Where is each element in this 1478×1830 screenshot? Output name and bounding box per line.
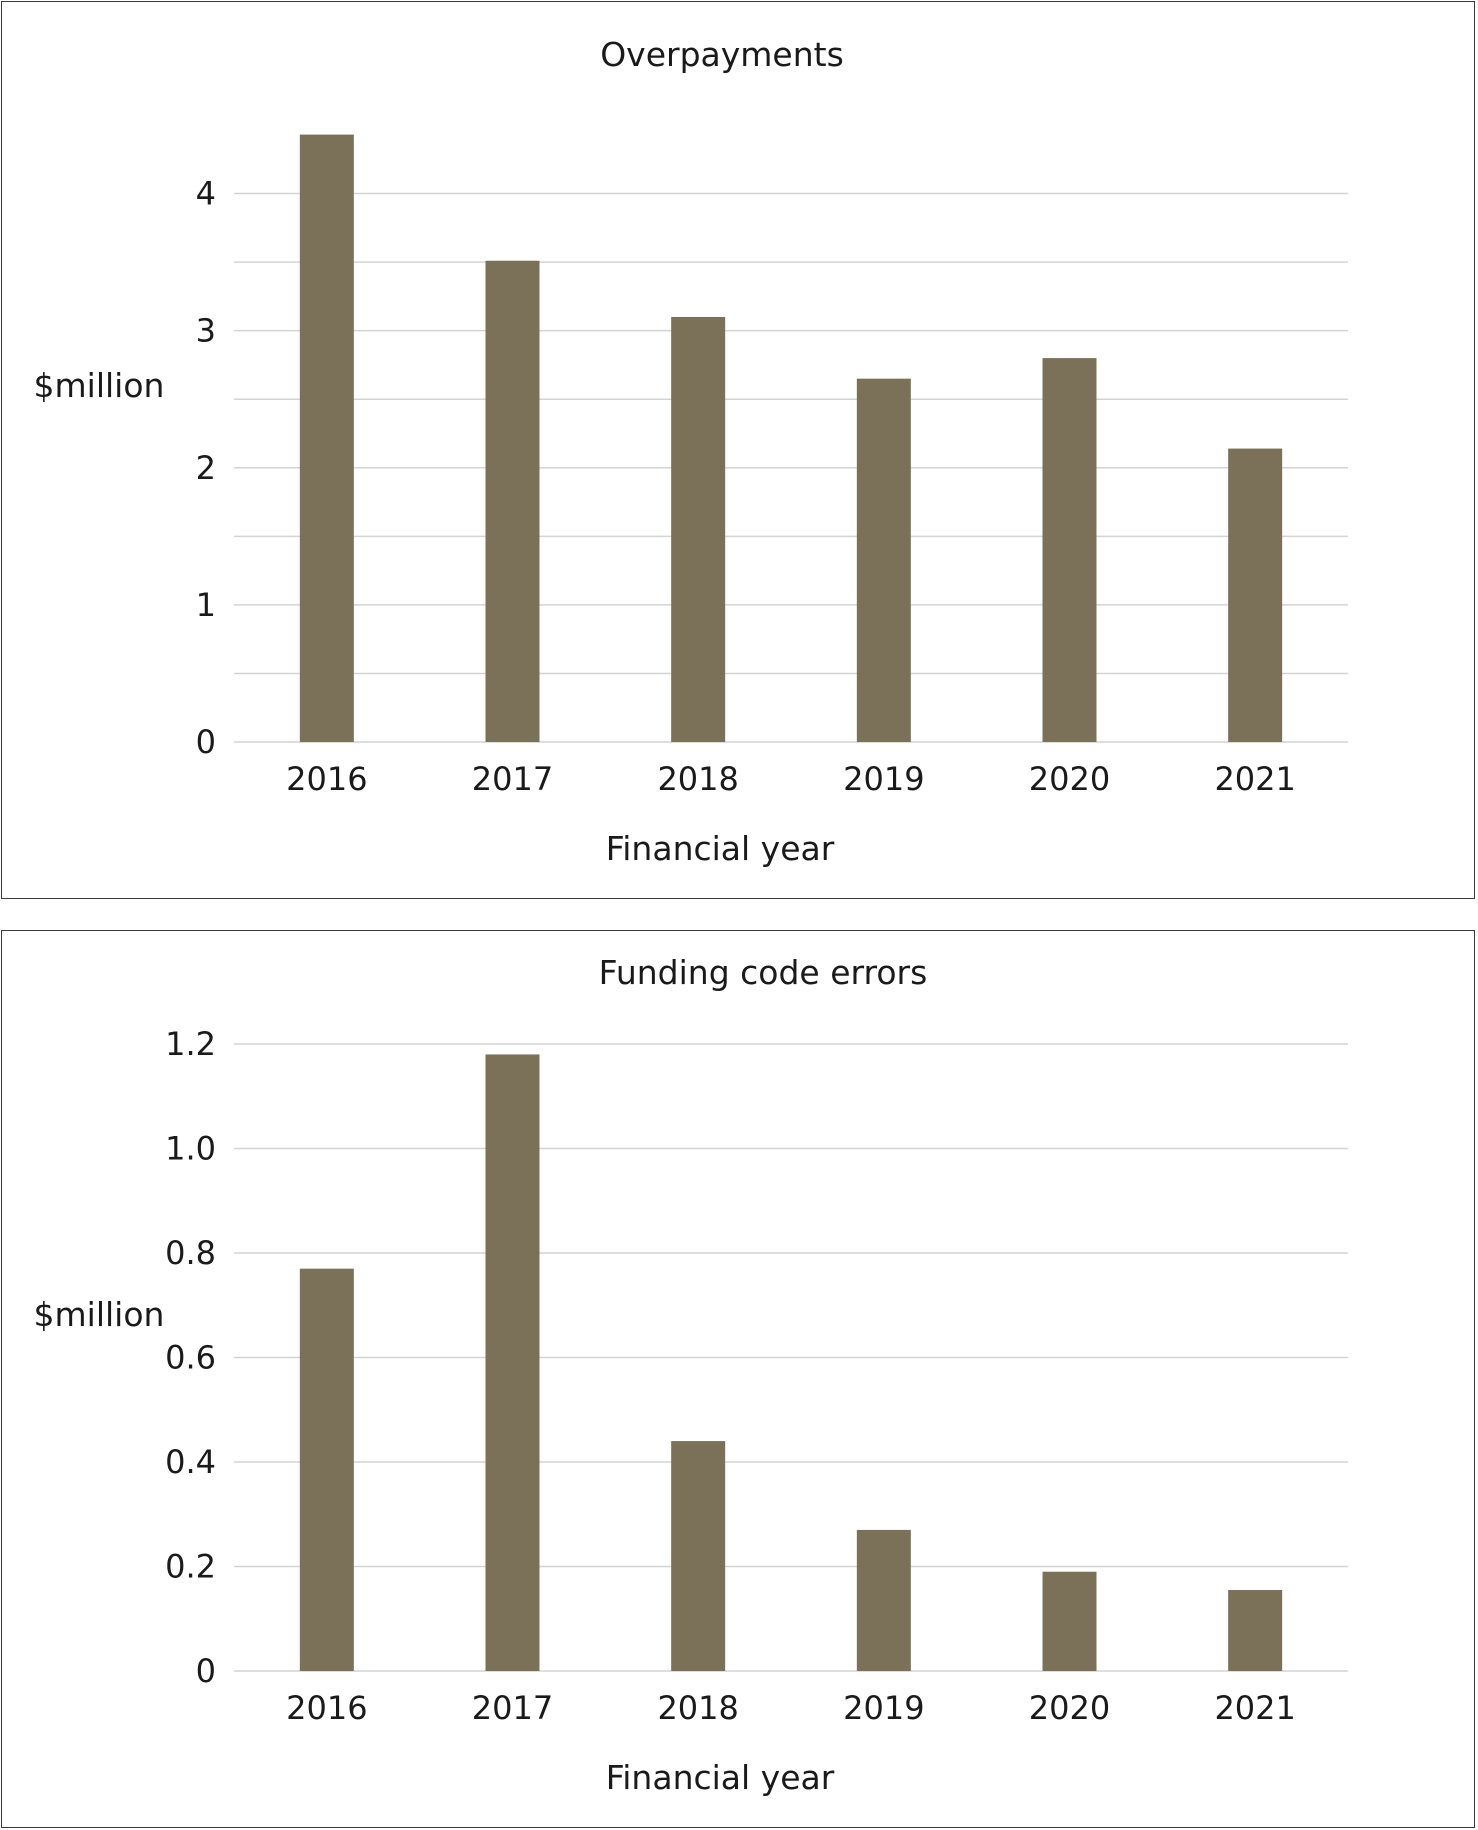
y-axis-title: $million	[34, 1295, 165, 1334]
x-tick-label: 2018	[657, 1689, 738, 1727]
x-tick-label: 2017	[472, 760, 553, 798]
y-tick-label: 0	[196, 723, 216, 761]
x-tick-label: 2018	[657, 760, 738, 798]
bar-2018	[671, 1441, 726, 1671]
chart-title: Overpayments	[600, 35, 844, 74]
y-tick-label: 2	[196, 449, 216, 487]
bar-2020	[1042, 1571, 1097, 1671]
x-tick-label: 2021	[1214, 1689, 1295, 1727]
chart-title: Funding code errors	[599, 953, 928, 992]
bar-2016	[299, 134, 354, 742]
bar-2019	[856, 378, 911, 742]
y-tick-label: 1.0	[165, 1130, 216, 1168]
bar-2021	[1228, 1590, 1283, 1671]
funding-code-errors-chart: Funding code errors $million Financial y…	[1, 930, 1475, 1828]
x-tick-label: 2019	[843, 1689, 924, 1727]
x-tick-label: 2019	[843, 760, 924, 798]
y-axis-title: $million	[34, 366, 165, 405]
y-tick-label: 0	[196, 1652, 216, 1690]
bar-2018	[671, 316, 726, 742]
x-tick-label: 2020	[1029, 1689, 1110, 1727]
y-tick-label: 1.2	[165, 1025, 216, 1063]
bar-2017	[485, 260, 540, 742]
bar-2019	[856, 1529, 911, 1671]
x-tick-label: 2017	[472, 1689, 553, 1727]
y-tick-label: 3	[196, 312, 216, 350]
x-axis-title: Financial year	[606, 829, 835, 868]
bar-2017	[485, 1054, 540, 1671]
bar-2020	[1042, 358, 1097, 742]
y-tick-label: 0.6	[165, 1339, 216, 1377]
x-tick-label: 2021	[1214, 760, 1295, 798]
y-tick-label: 1	[196, 586, 216, 624]
bar-2021	[1228, 448, 1283, 742]
x-tick-label: 2016	[286, 760, 367, 798]
y-tick-label: 4	[196, 175, 216, 213]
y-tick-label: 0.4	[165, 1443, 216, 1481]
overpayments-chart-svg: Overpayments $million Financial year 0 1 2…	[34, 35, 1348, 868]
y-tick-label: 0.2	[165, 1548, 216, 1586]
x-tick-label: 2020	[1029, 760, 1110, 798]
overpayments-chart: Overpayments $million Financial year 0 1 2…	[1, 1, 1475, 899]
x-axis-title: Financial year	[606, 1758, 835, 1797]
funding-code-errors-chart-svg: Funding code errors $million Financial y…	[34, 953, 1348, 1797]
x-tick-label: 2016	[286, 1689, 367, 1727]
y-tick-label: 0.8	[165, 1234, 216, 1272]
bar-2016	[299, 1268, 354, 1671]
